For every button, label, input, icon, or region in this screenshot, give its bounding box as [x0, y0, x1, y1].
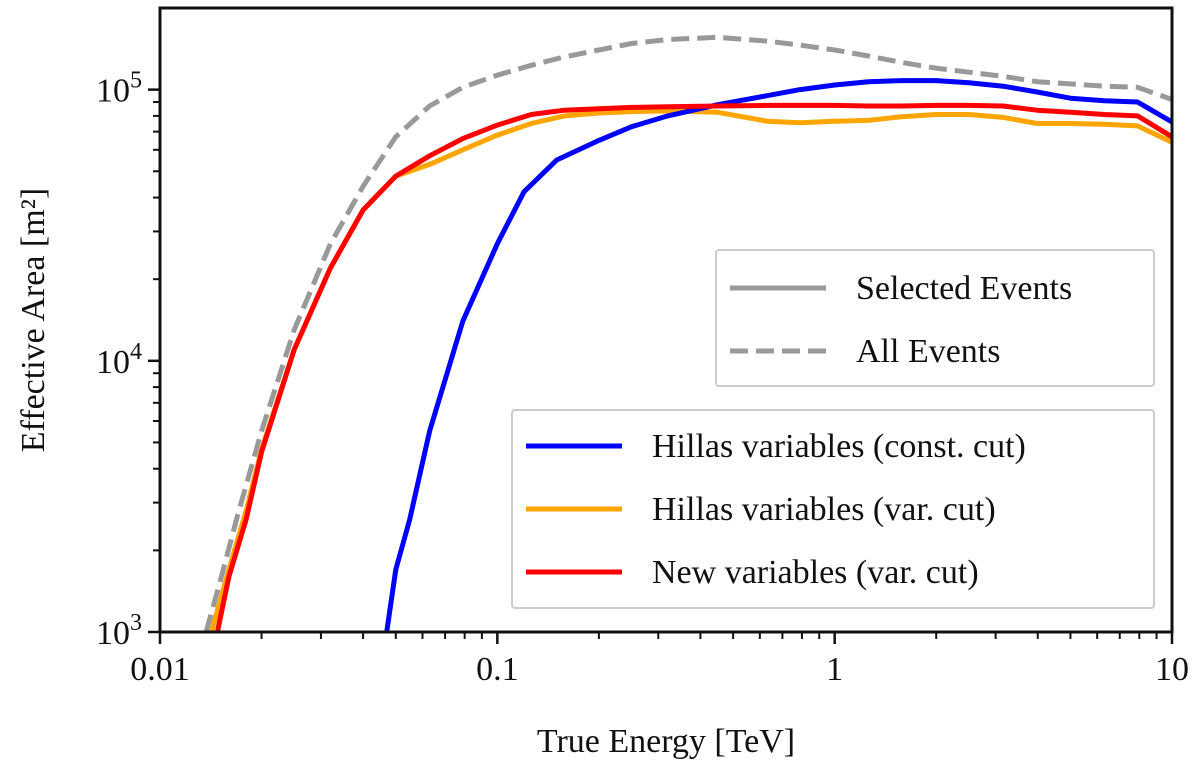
y-tick-label: 104: [96, 339, 142, 381]
legend-box-2: Hillas variables (const. cut) Hillas vari…: [511, 409, 1155, 609]
y-tick-exponent: 4: [130, 339, 142, 365]
y-tick-label: 103: [96, 610, 142, 652]
series-line-hillas-variables-const-cut: [384, 78, 1172, 632]
legend-label: Selected Events: [856, 270, 1072, 307]
series-line-new-variables-var-cut: [214, 102, 1172, 632]
x-tick-label: 10: [1155, 651, 1189, 688]
y-tick-base: 10: [96, 344, 130, 381]
y-axis-label: Effective Area [m²]: [15, 188, 52, 452]
legend-label: Hillas variables (var. cut): [652, 491, 996, 528]
legend-layer: Selected Events All Events Hillas variable…: [511, 249, 1155, 609]
y-tick-exponent: 3: [130, 610, 142, 636]
legend-frame: [511, 409, 1155, 609]
legend-label: New variables (var. cut): [652, 554, 979, 591]
x-tick-label: 1: [826, 651, 843, 688]
series-layer: [203, 34, 1172, 632]
y-tick-exponent: 5: [130, 68, 142, 94]
y-tick-base: 10: [96, 615, 130, 652]
legend-label: All Events: [856, 333, 1000, 370]
legend-label: Hillas variables (const. cut): [652, 428, 1026, 465]
plot-frame: [158, 6, 1174, 634]
series-line-all-events-reference: [203, 34, 1172, 632]
x-tick-label: 0.1: [476, 651, 519, 688]
y-tick-label: 105: [96, 68, 142, 110]
x-tick-label: 0.01: [130, 651, 190, 688]
x-axis-label: True Energy [TeV]: [537, 723, 795, 760]
y-tick-base: 10: [96, 73, 130, 110]
legend-box-1: Selected Events All Events: [715, 249, 1155, 387]
